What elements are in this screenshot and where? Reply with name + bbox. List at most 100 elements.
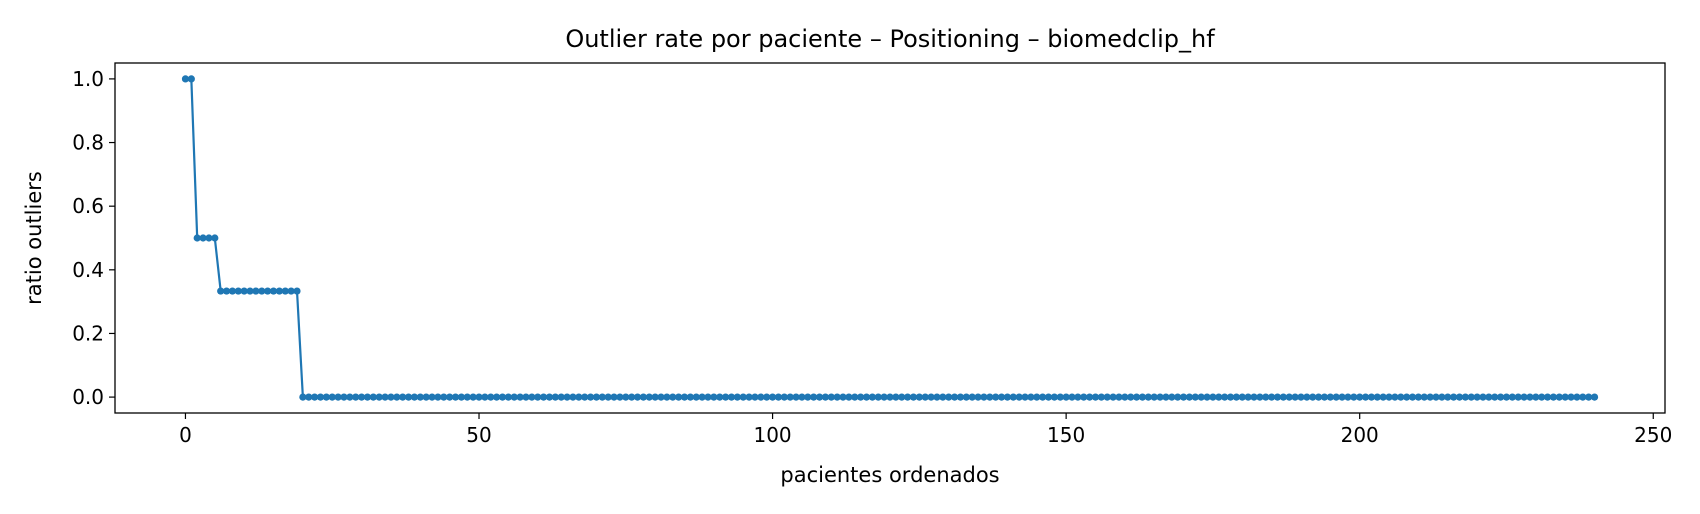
data-point <box>510 393 518 401</box>
data-point <box>1015 393 1023 401</box>
data-point <box>487 393 495 401</box>
data-point <box>1021 393 1029 401</box>
data-point <box>1467 393 1475 401</box>
data-point <box>416 393 424 401</box>
data-point <box>1262 393 1270 401</box>
data-point <box>1514 393 1522 401</box>
data-point <box>962 393 970 401</box>
data-point <box>1320 393 1329 401</box>
data-point <box>1309 393 1317 401</box>
data-point <box>399 393 407 401</box>
data-point <box>1350 393 1358 401</box>
data-point <box>446 393 454 401</box>
plot-frame <box>114 62 1666 414</box>
data-point <box>815 393 824 401</box>
data-point <box>1385 393 1393 401</box>
y-tick-label: 0.8 <box>72 131 104 155</box>
data-point <box>921 393 929 401</box>
data-point <box>434 393 442 401</box>
data-point <box>1508 393 1516 401</box>
data-point <box>610 393 618 401</box>
data-point <box>258 287 266 295</box>
data-point <box>1044 393 1053 401</box>
data-point <box>704 393 712 401</box>
data-point <box>1555 393 1563 401</box>
data-point <box>264 287 272 295</box>
data-point <box>381 393 389 401</box>
data-point <box>1450 393 1458 401</box>
data-point <box>305 393 313 401</box>
data-point <box>768 393 777 401</box>
data-point <box>956 393 965 401</box>
data-point <box>563 393 571 401</box>
data-point <box>950 393 959 401</box>
data-point <box>598 393 606 401</box>
data-point <box>1033 393 1041 401</box>
data-point <box>463 393 471 401</box>
data-point <box>868 393 876 401</box>
data-point <box>622 393 630 401</box>
data-point <box>1573 393 1581 401</box>
data-point <box>363 393 372 401</box>
data-point <box>1197 393 1205 401</box>
data-point <box>1549 393 1558 401</box>
data-point <box>710 393 718 401</box>
data-point <box>804 393 812 401</box>
data-point <box>246 287 254 295</box>
data-point <box>986 393 994 401</box>
data-point <box>375 393 383 401</box>
x-tick-label: 150 <box>1047 423 1085 447</box>
data-point <box>880 393 888 401</box>
data-point <box>1356 393 1364 401</box>
data-point <box>774 393 783 401</box>
y-tick-label: 0.2 <box>72 321 104 345</box>
data-point <box>680 393 689 401</box>
x-tick-label: 0 <box>179 423 192 447</box>
data-point <box>1056 393 1064 401</box>
data-point <box>516 393 524 401</box>
data-point <box>780 393 788 401</box>
series-line <box>185 77 1595 399</box>
data-point <box>939 393 947 401</box>
data-point <box>1156 393 1164 401</box>
data-point <box>980 393 988 401</box>
data-point <box>1121 393 1129 401</box>
data-point <box>657 393 665 401</box>
data-point <box>1009 393 1017 401</box>
data-point <box>739 393 747 401</box>
data-point <box>1138 393 1147 401</box>
data-point <box>451 393 460 401</box>
data-point <box>240 287 248 295</box>
data-point <box>851 393 859 401</box>
data-point <box>1132 393 1141 401</box>
data-point <box>1115 393 1123 401</box>
data-point <box>927 393 935 401</box>
data-point <box>1185 393 1194 401</box>
data-point <box>311 393 319 401</box>
data-point <box>1203 393 1211 401</box>
data-point <box>892 393 900 401</box>
data-point <box>1526 393 1534 401</box>
plot-layer <box>181 75 1599 401</box>
x-tick-label: 100 <box>753 423 791 447</box>
data-point <box>534 393 542 401</box>
data-point <box>874 393 882 401</box>
data-point <box>228 287 237 295</box>
data-point <box>1426 393 1434 401</box>
data-point <box>1344 393 1352 401</box>
data-point <box>1091 393 1100 401</box>
data-point <box>493 393 501 401</box>
data-point <box>328 393 336 401</box>
data-point <box>522 393 530 401</box>
data-point <box>1479 393 1487 401</box>
data-point <box>1086 393 1094 401</box>
data-point <box>1221 393 1229 401</box>
data-point <box>1543 393 1552 401</box>
data-point <box>322 393 330 401</box>
data-point <box>974 393 982 401</box>
data-point <box>545 393 554 401</box>
data-point <box>581 393 589 401</box>
data-point <box>1244 393 1252 401</box>
